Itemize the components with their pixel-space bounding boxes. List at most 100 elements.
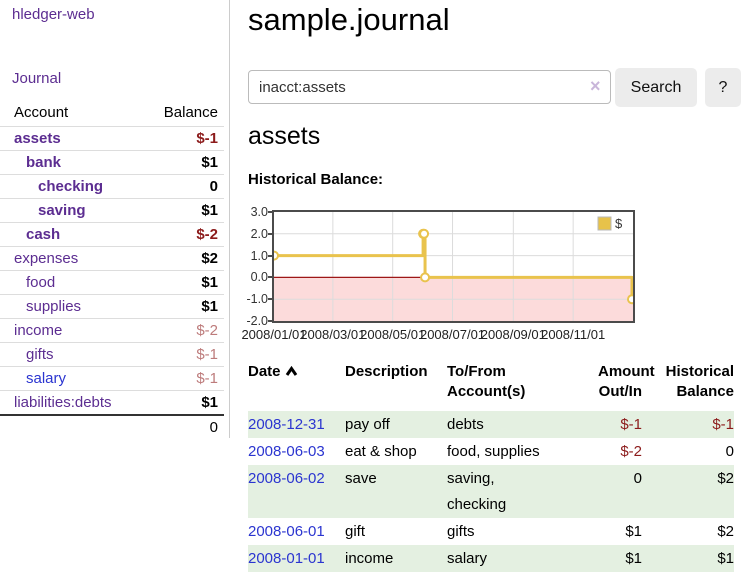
account-link[interactable]: assets bbox=[14, 130, 61, 147]
y-axis-tick-label: -1.0 bbox=[246, 292, 268, 307]
y-axis-tick-label: 2.0 bbox=[250, 226, 268, 241]
account-link[interactable]: gifts bbox=[26, 346, 54, 363]
account-link[interactable]: salary bbox=[26, 370, 67, 387]
account-row: supplies $1 bbox=[0, 294, 224, 318]
txn-date-link[interactable]: 2008-06-03 bbox=[248, 443, 325, 460]
register-body: 2008-12-31 pay off debts $-1 $-1 2008-06-03 ea… bbox=[248, 411, 734, 572]
txn-description: gift bbox=[345, 523, 366, 540]
account-row: checking 0 bbox=[0, 174, 224, 198]
y-axis-tick bbox=[268, 254, 272, 257]
register-row: 2008-06-02 save saving, checking 0 $2 bbox=[248, 465, 734, 518]
search-button[interactable]: Search bbox=[615, 68, 697, 107]
sort-ascending-icon bbox=[285, 366, 297, 376]
y-axis-tick bbox=[268, 232, 272, 235]
y-axis-tick bbox=[268, 320, 272, 322]
chart-legend: $ bbox=[597, 216, 623, 231]
account-row: food $1 bbox=[0, 270, 224, 294]
brand-link[interactable]: hledger-web bbox=[12, 6, 95, 23]
account-row: assets $-1 bbox=[0, 126, 224, 150]
col-header-description: Description bbox=[345, 363, 428, 380]
svg-text:$: $ bbox=[615, 216, 623, 231]
x-axis-tick-label: 2008/11/01 bbox=[541, 327, 606, 342]
account-balance: $-1 bbox=[196, 346, 218, 363]
account-row: cash $-2 bbox=[0, 222, 224, 246]
txn-accounts: food, supplies bbox=[447, 443, 540, 460]
account-column-header: Account bbox=[14, 104, 69, 121]
txn-balance: $-1 bbox=[712, 416, 734, 433]
balance-column-header: Balance bbox=[163, 104, 218, 121]
sidebar: hledger-web Journal Account Balance asse… bbox=[0, 0, 230, 438]
txn-amount: $-1 bbox=[620, 416, 642, 433]
account-balance: $1 bbox=[201, 274, 218, 291]
y-axis-tick-label: 1.0 bbox=[250, 248, 268, 263]
nav-journal-link[interactable]: Journal bbox=[12, 70, 62, 87]
search-input[interactable] bbox=[248, 70, 611, 104]
account-link[interactable]: income bbox=[14, 322, 63, 339]
txn-amount: $1 bbox=[625, 550, 642, 567]
account-balance: $1 bbox=[201, 154, 218, 171]
y-axis-tick-label: 0.0 bbox=[250, 270, 268, 285]
col-header-balance: Historical Balance bbox=[665, 363, 734, 400]
account-link[interactable]: food bbox=[26, 274, 56, 291]
txn-description: save bbox=[345, 470, 377, 487]
register-row: 2008-06-03 eat & shop food, supplies $-2 0 bbox=[248, 438, 734, 465]
txn-accounts: debts bbox=[447, 416, 484, 433]
account-link[interactable]: saving bbox=[38, 202, 86, 219]
col-header-date: Date bbox=[248, 362, 345, 402]
account-balance: $-2 bbox=[196, 226, 218, 243]
txn-accounts: salary bbox=[447, 550, 488, 567]
account-link[interactable]: cash bbox=[26, 226, 61, 243]
account-row: expenses $2 bbox=[0, 246, 224, 270]
y-axis-tick bbox=[268, 211, 272, 213]
txn-date-link[interactable]: 2008-06-02 bbox=[248, 470, 325, 487]
col-header-amount: Amount Out/In bbox=[598, 363, 655, 400]
txn-accounts: gifts bbox=[447, 523, 475, 540]
txn-amount: 0 bbox=[633, 470, 642, 487]
account-balance: $-1 bbox=[196, 130, 218, 147]
register-heading: assets bbox=[248, 122, 321, 150]
account-link[interactable]: bank bbox=[26, 154, 62, 171]
register-row: 2008-12-31 pay off debts $-1 $-1 bbox=[248, 411, 734, 438]
accounts-tree: assets $-1 bank $1 checking 0 saving $1 cash $-2 e… bbox=[0, 126, 224, 438]
account-row: saving $1 bbox=[0, 198, 224, 222]
txn-balance: $1 bbox=[717, 550, 734, 567]
account-balance: $1 bbox=[201, 202, 218, 219]
txn-balance: $2 bbox=[717, 523, 734, 540]
x-axis-tick-label: 2008/07/01 bbox=[419, 327, 486, 342]
account-balance: $2 bbox=[201, 250, 218, 267]
account-row: gifts $-1 bbox=[0, 342, 224, 366]
txn-date-link[interactable]: 2008-12-31 bbox=[248, 416, 325, 433]
x-axis-tick-label: 2008/09/01 bbox=[480, 327, 546, 342]
col-header-accounts: To/From Account(s) bbox=[447, 363, 526, 400]
txn-date-link[interactable]: 2008-06-01 bbox=[248, 523, 325, 540]
x-axis-tick-label: 2008/03/01 bbox=[300, 327, 366, 342]
accounts-table-header: Account Balance bbox=[0, 104, 224, 126]
account-row: salary $-1 bbox=[0, 366, 224, 390]
clear-search-icon[interactable]: × bbox=[590, 76, 601, 96]
chart-title: Historical Balance: bbox=[248, 171, 384, 188]
register-header-row: Date Description To/From Account(s) Amou… bbox=[248, 362, 734, 411]
y-axis-tick bbox=[268, 298, 272, 301]
account-balance: $1 bbox=[201, 298, 218, 315]
chart-plot[interactable]: $ bbox=[272, 210, 635, 323]
y-axis-tick bbox=[268, 276, 272, 279]
txn-amount: $-2 bbox=[620, 443, 642, 460]
account-link[interactable]: checking bbox=[38, 178, 104, 195]
account-link[interactable]: liabilities:debts bbox=[14, 394, 112, 411]
txn-date-link[interactable]: 2008-01-01 bbox=[248, 550, 325, 567]
y-axis-tick-label: 3.0 bbox=[250, 205, 268, 219]
txn-description: income bbox=[345, 550, 394, 567]
txn-description: eat & shop bbox=[345, 443, 417, 460]
accounts-total: 0 bbox=[209, 419, 218, 436]
register-row: 2008-06-01 gift gifts $1 $2 bbox=[248, 518, 734, 545]
x-axis-tick-label: 2008/01/01 bbox=[241, 327, 307, 342]
account-balance: $-1 bbox=[196, 370, 218, 387]
accounts-total-row: 0 bbox=[0, 414, 224, 438]
page-title: sample.journal bbox=[248, 2, 450, 37]
register-row: 2008-01-01 income salary $1 $1 bbox=[248, 545, 734, 572]
txn-balance: 0 bbox=[725, 443, 734, 460]
account-link[interactable]: expenses bbox=[14, 250, 79, 267]
help-button[interactable]: ? bbox=[705, 68, 741, 107]
account-link[interactable]: supplies bbox=[26, 298, 82, 315]
